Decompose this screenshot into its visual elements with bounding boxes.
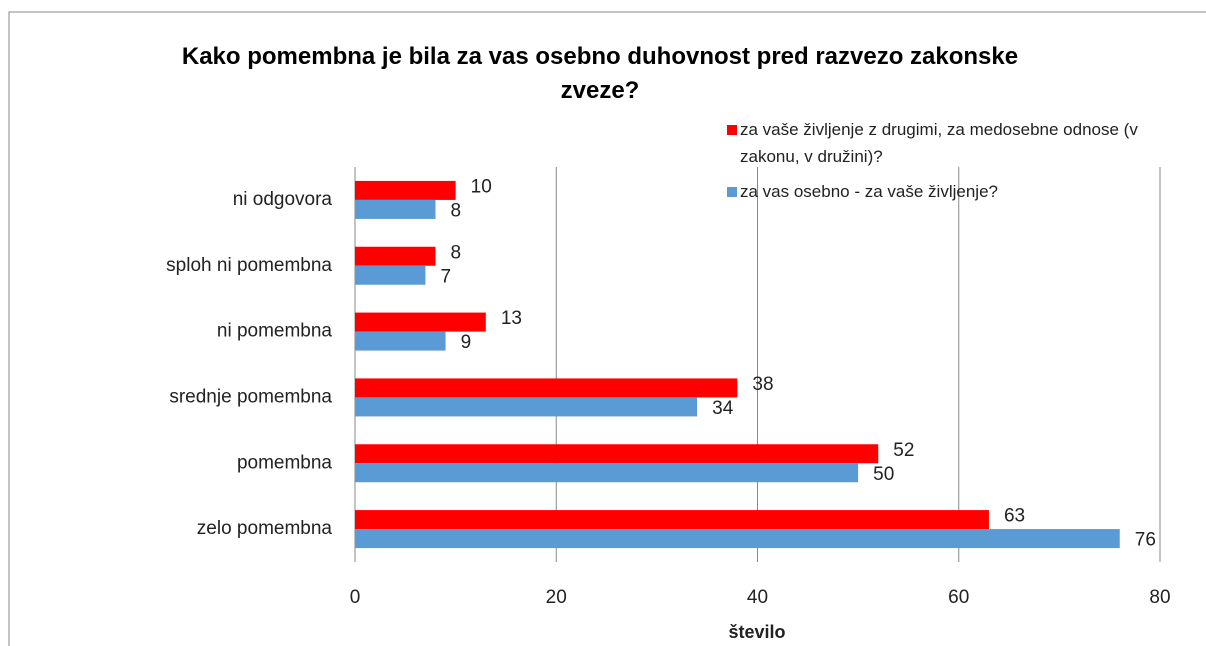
x-tick-label: 80 <box>1149 587 1170 608</box>
y-tick-label: ni odgovora <box>233 189 333 210</box>
bar <box>355 265 426 285</box>
legend-label: za vaše življenje z drugimi, za medosebn… <box>740 120 1138 166</box>
data-label: 8 <box>451 200 462 221</box>
data-label: 50 <box>873 464 894 485</box>
y-tick-label: srednje pomembna <box>169 386 332 407</box>
x-tick-label: 40 <box>747 587 768 608</box>
bar <box>355 331 446 351</box>
x-tick-label: 60 <box>948 587 969 608</box>
y-tick-label: ni pomembna <box>217 321 333 342</box>
bar <box>355 529 1120 549</box>
x-tick-label: 20 <box>546 587 567 608</box>
data-label: 13 <box>501 308 522 329</box>
data-label: 34 <box>712 398 734 419</box>
bar <box>355 397 698 417</box>
data-label: 10 <box>471 176 492 197</box>
x-axis-label: število <box>728 622 785 642</box>
legend-label: za vas osebno - za vaše življenje? <box>740 182 998 201</box>
data-label: 52 <box>893 440 914 461</box>
x-tick-label: 0 <box>350 587 361 608</box>
chart-title: Kako pomembna je bila za vas osebno duho… <box>181 43 1019 104</box>
data-label: 9 <box>461 332 472 353</box>
y-tick-label: pomembna <box>237 452 332 473</box>
bar <box>355 444 879 464</box>
y-tick-label: zelo pomembna <box>197 518 333 539</box>
data-label: 63 <box>1004 506 1025 527</box>
bar <box>355 199 436 219</box>
bar <box>355 463 859 483</box>
bar <box>355 510 989 530</box>
data-label: 8 <box>451 242 462 263</box>
bar <box>355 378 738 398</box>
legend-swatch <box>727 125 737 135</box>
data-label: 76 <box>1135 530 1156 551</box>
bar <box>355 246 436 266</box>
legend-swatch <box>727 187 737 197</box>
chart-border <box>8 11 1206 646</box>
bar <box>355 180 456 200</box>
bar <box>355 312 486 332</box>
data-label: 7 <box>440 266 451 287</box>
y-tick-label: sploh ni pomembna <box>166 255 332 276</box>
data-label: 38 <box>752 374 773 395</box>
